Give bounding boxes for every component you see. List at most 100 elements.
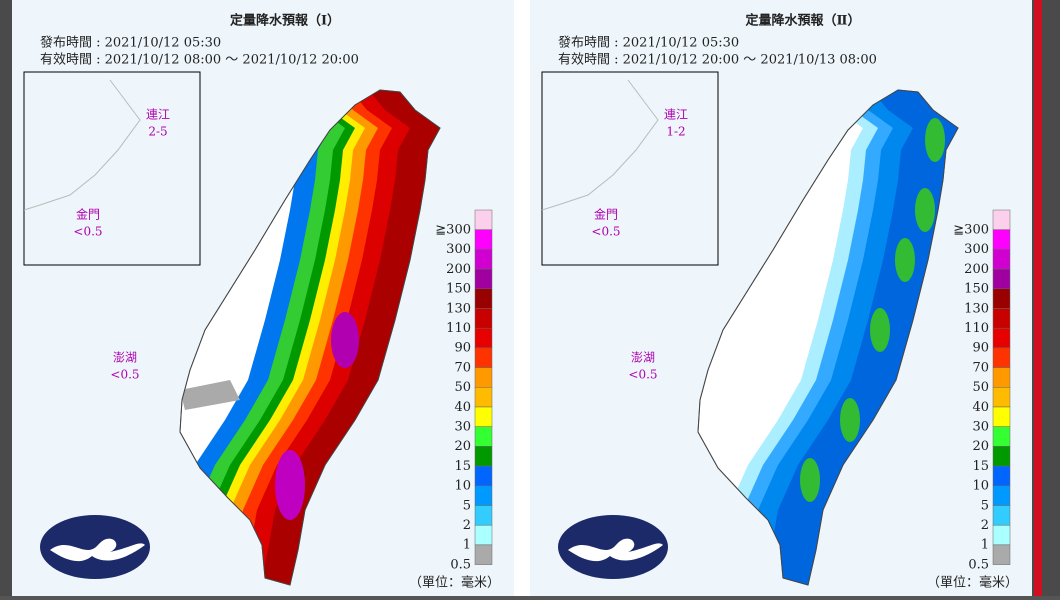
legend-label: 200 [446, 262, 471, 277]
logo [40, 515, 150, 579]
legend-label: 20 [454, 439, 471, 454]
legend-swatch [992, 249, 1011, 270]
inset-box [541, 71, 719, 266]
legend-label: 130 [446, 301, 471, 316]
legend-swatch [992, 465, 1011, 487]
legend-label: 10 [454, 479, 471, 494]
rain-patch [870, 308, 890, 352]
legend-swatch [474, 229, 493, 250]
rain-patch [895, 238, 915, 282]
legend-label: 110 [964, 321, 989, 336]
region-value: <0.5 [628, 368, 657, 382]
coast-outline [23, 79, 141, 211]
legend-swatch [474, 288, 493, 309]
legend-label: 0.5 [450, 557, 471, 572]
region-name: 金門 [76, 207, 100, 222]
legend-swatch [474, 485, 493, 506]
legend-swatch [474, 387, 493, 408]
rain-patch [925, 118, 945, 162]
rain-overlay [180, 90, 440, 585]
valid-time: 有效時間 : 2021/10/12 20:00 ～ 2021/10/13 08:… [558, 53, 877, 68]
issued-time: 發布時間 : 2021/10/12 05:30 [40, 36, 221, 51]
legend-swatch [474, 249, 493, 270]
legend-swatch [474, 505, 493, 526]
legend-label: 2 [463, 518, 471, 533]
legend-swatch [992, 406, 1011, 427]
unit-label: （單位：毫米） [927, 575, 1018, 591]
legend-swatch [474, 327, 493, 349]
legend-swatch [992, 485, 1011, 506]
legend-swatch [474, 465, 493, 487]
legend-swatch [474, 347, 493, 368]
legend-label: 30 [972, 420, 989, 435]
legend-label: 130 [964, 301, 989, 316]
legend-label: 90 [972, 341, 989, 356]
logo [558, 515, 668, 579]
legend-label: 40 [454, 400, 471, 415]
legend-swatch [474, 524, 493, 546]
legend-label: 200 [964, 262, 989, 277]
legend-swatch [992, 308, 1011, 329]
rain-core [331, 312, 359, 368]
legend-swatch [992, 426, 1011, 447]
region-value: 1-2 [666, 125, 685, 139]
region-value: 2-5 [148, 125, 167, 139]
issued-time: 發布時間 : 2021/10/12 05:30 [558, 36, 739, 51]
legend-label: ≧300 [953, 223, 989, 238]
region-value: <0.5 [591, 225, 620, 239]
legend-label: 300 [964, 242, 989, 257]
region-value: <0.5 [73, 225, 102, 239]
legend-label: 150 [446, 282, 471, 297]
legend-swatch [992, 347, 1011, 368]
legend-label: 10 [972, 479, 989, 494]
legend-label: 1 [981, 538, 989, 553]
unit-label: （單位：毫米） [409, 575, 500, 591]
legend-swatch [992, 327, 1011, 349]
logo-wave [50, 538, 145, 562]
title: 定量降水預報（Ⅱ） [745, 13, 861, 29]
legend-swatch [474, 209, 493, 230]
legend-swatch [474, 406, 493, 427]
legend-label: 0.5 [968, 557, 989, 572]
legend-swatch [992, 524, 1011, 546]
rain-band [260, 90, 440, 585]
legend-swatch [992, 288, 1011, 309]
logo-wave [568, 538, 663, 562]
legend-label: 70 [972, 360, 989, 375]
legend-swatch [992, 544, 1011, 565]
legend-label: 5 [981, 498, 989, 513]
region-name: 澎湖 [113, 350, 137, 365]
legend-label: 1 [463, 538, 471, 553]
rain-core [275, 450, 305, 520]
rain-patch [915, 188, 935, 232]
legend-label: 150 [964, 282, 989, 297]
legend-label: 50 [972, 380, 989, 395]
legend-label: 90 [454, 341, 471, 356]
legend-swatch [992, 505, 1011, 526]
legend-label: 40 [972, 400, 989, 415]
region-value: <0.5 [110, 368, 139, 382]
legend-swatch [992, 229, 1011, 250]
region-name: 澎湖 [631, 350, 655, 365]
legend-swatch [992, 446, 1011, 467]
legend-label: 15 [454, 459, 471, 474]
region-name: 金門 [594, 207, 618, 222]
title: 定量降水預報（Ⅰ） [229, 13, 340, 29]
legend-swatch [992, 268, 1011, 290]
legend-swatch [992, 209, 1011, 230]
rain-patch [180, 380, 240, 410]
panel: 定量降水預報（Ⅱ） 發布時間 : 2021/10/12 05:30 有效時間 : 2… [530, 0, 1032, 596]
region-name: 連江 [146, 108, 170, 122]
rain-overlay [713, 90, 958, 585]
legend-label: 30 [454, 420, 471, 435]
legend-label: 300 [446, 242, 471, 257]
legend-label: 110 [446, 321, 471, 336]
legend-swatch [474, 426, 493, 447]
valid-time: 有效時間 : 2021/10/12 08:00 ～ 2021/10/12 20:… [40, 53, 359, 68]
legend-swatch [474, 367, 493, 388]
legend-swatch [992, 367, 1011, 388]
legend-swatch [474, 268, 493, 290]
rain-patch [840, 398, 860, 442]
panel: 定量降水預報（Ⅰ） 發布時間 : 2021/10/12 05:30 有效時間 : 2… [12, 0, 514, 596]
